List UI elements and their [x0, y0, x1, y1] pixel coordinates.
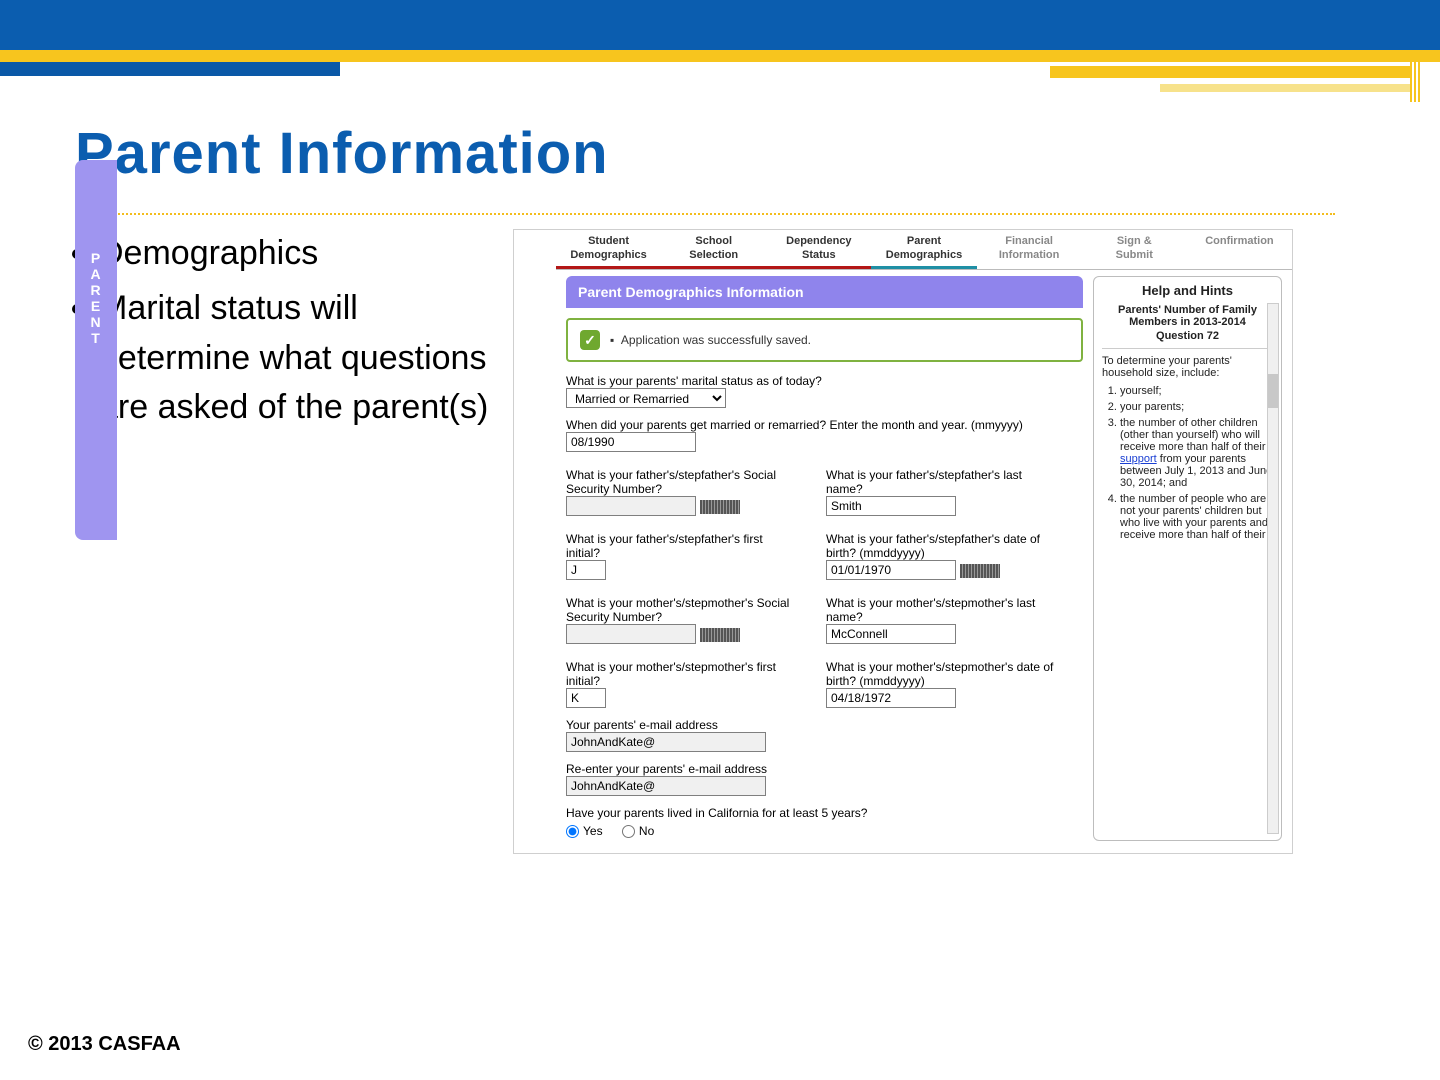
- copyright-text: © 2013 CASFAA: [28, 1033, 181, 1056]
- california-residence-label: Have your parents lived in California fo…: [566, 806, 1083, 820]
- header-accent-lines: [1410, 62, 1422, 102]
- mother-dob-input[interactable]: [826, 688, 956, 708]
- california-no-option[interactable]: No: [622, 824, 654, 838]
- help-list-item: the number of people who are not your pa…: [1120, 493, 1273, 541]
- married-date-label: When did your parents get married or rem…: [566, 418, 1083, 432]
- bullet-item: Demographics: [99, 229, 495, 278]
- mother-last-label: What is your mother's/stepmother's last …: [826, 596, 1056, 624]
- tab-financial-information[interactable]: FinancialInformation: [977, 230, 1082, 269]
- keyboard-icon[interactable]: [700, 628, 740, 642]
- california-yes-radio[interactable]: [566, 825, 579, 838]
- help-divider: [1102, 348, 1273, 349]
- checkmark-icon: ✓: [580, 330, 600, 350]
- father-last-input[interactable]: [826, 496, 956, 516]
- header-blue-strip: [0, 62, 340, 76]
- help-intro: To determine your parents' household siz…: [1102, 355, 1273, 379]
- tab-confirmation-[interactable]: Confirmation: [1187, 230, 1292, 269]
- bullet-list: Demographics Marital status will determi…: [75, 229, 495, 854]
- mother-dob-label: What is your mother's/stepmother's date …: [826, 660, 1056, 688]
- marital-status-label: What is your parents' marital status as …: [566, 374, 1083, 388]
- father-dob-input[interactable]: [826, 560, 956, 580]
- header-blue-bar: [0, 0, 1440, 50]
- header-accent-bar-2: [1160, 84, 1410, 92]
- help-hints-panel: Help and Hints Parents' Number of Family…: [1093, 276, 1282, 841]
- help-list: yourself; your parents; the number of othe…: [1102, 385, 1273, 541]
- divider-rule: [75, 213, 1335, 215]
- help-scrollbar[interactable]: [1267, 303, 1279, 834]
- keyboard-icon[interactable]: [700, 500, 740, 514]
- father-last-label: What is your father's/stepfather's last …: [826, 468, 1056, 496]
- tab-school-selection[interactable]: SchoolSelection: [661, 230, 766, 269]
- section-side-label: PARENT: [75, 160, 117, 540]
- save-success-banner: ✓ ▪ Application was successfully saved.: [566, 318, 1083, 362]
- parent-email-input[interactable]: [566, 732, 766, 752]
- tab-sign-submit[interactable]: Sign &Submit: [1082, 230, 1187, 269]
- keyboard-icon[interactable]: [960, 564, 1000, 578]
- panel-title: Parent Demographics Information: [566, 276, 1083, 308]
- marital-status-select[interactable]: Married or Remarried: [566, 388, 726, 408]
- father-initial-label: What is your father's/stepfather's first…: [566, 532, 796, 560]
- tab-dependency-status[interactable]: DependencyStatus: [766, 230, 871, 269]
- father-initial-input[interactable]: [566, 560, 606, 580]
- mother-ssn-label: What is your mother's/stepmother's Socia…: [566, 596, 796, 624]
- father-dob-label: What is your father's/stepfather's date …: [826, 532, 1056, 560]
- mother-initial-input[interactable]: [566, 688, 606, 708]
- parent-email-label: Your parents' e-mail address: [566, 718, 1083, 732]
- saved-message: Application was successfully saved.: [621, 333, 811, 347]
- form-screenshot: PARENT StudentDemographicsSchoolSelectio…: [513, 229, 1293, 854]
- bullet-item: Marital status will determine what quest…: [99, 284, 495, 432]
- slide-title: Parent Information: [75, 120, 1400, 187]
- mother-ssn-input[interactable]: [566, 624, 696, 644]
- help-list-item: the number of other children (other than…: [1120, 417, 1273, 489]
- help-list-item: your parents;: [1120, 401, 1273, 413]
- tab-parent-demographics[interactable]: ParentDemographics: [871, 230, 976, 269]
- header-accent-bar: [1050, 66, 1410, 78]
- help-question-number: Question 72: [1102, 330, 1273, 342]
- california-no-radio[interactable]: [622, 825, 635, 838]
- scrollbar-thumb[interactable]: [1268, 374, 1278, 408]
- mother-initial-label: What is your mother's/stepmother's first…: [566, 660, 796, 688]
- help-list-item: yourself;: [1120, 385, 1273, 397]
- help-subtitle: Parents' Number of Family Members in 201…: [1102, 304, 1273, 328]
- married-date-input[interactable]: [566, 432, 696, 452]
- help-support-link[interactable]: support: [1120, 453, 1157, 465]
- tab-student-demographics[interactable]: StudentDemographics: [556, 230, 661, 269]
- father-ssn-label: What is your father's/stepfather's Socia…: [566, 468, 796, 496]
- parent-email2-label: Re-enter your parents' e-mail address: [566, 762, 1083, 776]
- wizard-tabs: StudentDemographicsSchoolSelectionDepend…: [556, 230, 1292, 270]
- california-yes-option[interactable]: Yes: [566, 824, 603, 838]
- father-ssn-input[interactable]: [566, 496, 696, 516]
- header-gold-bar: [0, 50, 1440, 62]
- mother-last-input[interactable]: [826, 624, 956, 644]
- parent-email2-input[interactable]: [566, 776, 766, 796]
- help-title: Help and Hints: [1102, 283, 1273, 298]
